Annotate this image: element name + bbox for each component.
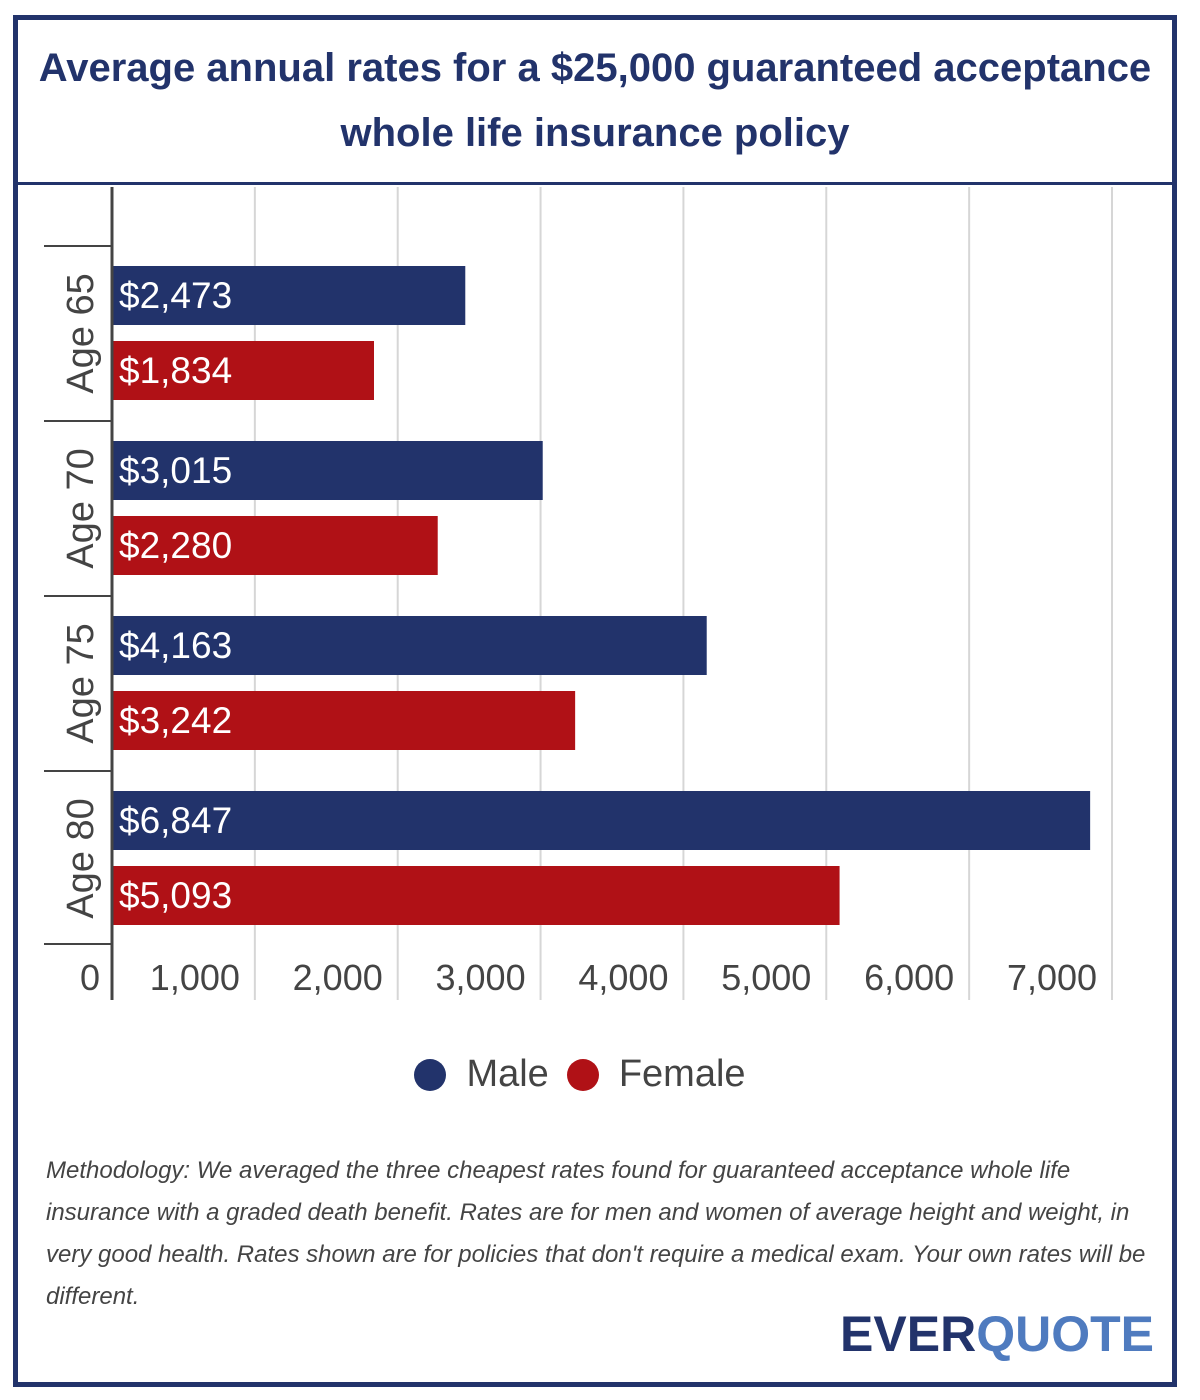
data-label: $6,847 xyxy=(119,800,232,841)
category-label: Age 65 xyxy=(60,273,102,393)
x-tick-label: 6,000 xyxy=(864,957,954,998)
data-label: $3,242 xyxy=(119,700,232,741)
data-label: $2,280 xyxy=(119,525,232,566)
title-divider xyxy=(18,182,1172,185)
data-label: $2,473 xyxy=(119,275,232,316)
logo-part1: EVER xyxy=(840,1306,977,1362)
bar-chart: 0 1,000 2,000 3,000 4,000 5,000 6,000 7,000 Age … xyxy=(44,187,1113,1000)
everquote-logo: EVERQUOTE xyxy=(840,1305,1154,1363)
methodology-note: Methodology: We averaged the three cheap… xyxy=(46,1157,1146,1310)
x-tick-label: 1,000 xyxy=(150,957,240,998)
legend: Male Female xyxy=(0,1053,1160,1096)
bar-male xyxy=(112,791,1091,850)
bar-female xyxy=(112,516,438,575)
legend-item-female: Female xyxy=(566,1053,746,1096)
data-label: $5,093 xyxy=(119,875,232,916)
bar-female xyxy=(112,691,576,750)
data-label: $3,015 xyxy=(119,450,232,491)
x-tick-label: 3,000 xyxy=(436,957,526,998)
x-tick-label: 7,000 xyxy=(1007,957,1097,998)
data-label: $4,163 xyxy=(119,625,232,666)
bar-male xyxy=(112,441,543,500)
bar-male xyxy=(112,266,466,325)
category-label: Age 75 xyxy=(60,623,102,743)
category-label: Age 70 xyxy=(60,448,102,568)
data-label: $1,834 xyxy=(119,350,232,391)
bar-female xyxy=(112,866,840,925)
x-tick-label: 4,000 xyxy=(578,957,668,998)
chart-frame xyxy=(13,15,1177,1387)
male-swatch xyxy=(414,1058,447,1091)
bar-female xyxy=(112,341,374,400)
chart-title: Average annual rates for a $25,000 guara… xyxy=(38,46,1152,155)
bar-male xyxy=(112,616,707,675)
x-tick-label: 2,000 xyxy=(293,957,383,998)
legend-item-male: Male xyxy=(414,1053,549,1096)
legend-label-male: Male xyxy=(466,1053,549,1095)
logo-part2: QUOTE xyxy=(976,1306,1154,1362)
legend-label-female: Female xyxy=(618,1053,746,1095)
x-tick-label: 5,000 xyxy=(721,957,811,998)
x-tick-label: 0 xyxy=(80,957,100,998)
category-label: Age 80 xyxy=(60,798,102,918)
female-swatch xyxy=(566,1058,599,1091)
